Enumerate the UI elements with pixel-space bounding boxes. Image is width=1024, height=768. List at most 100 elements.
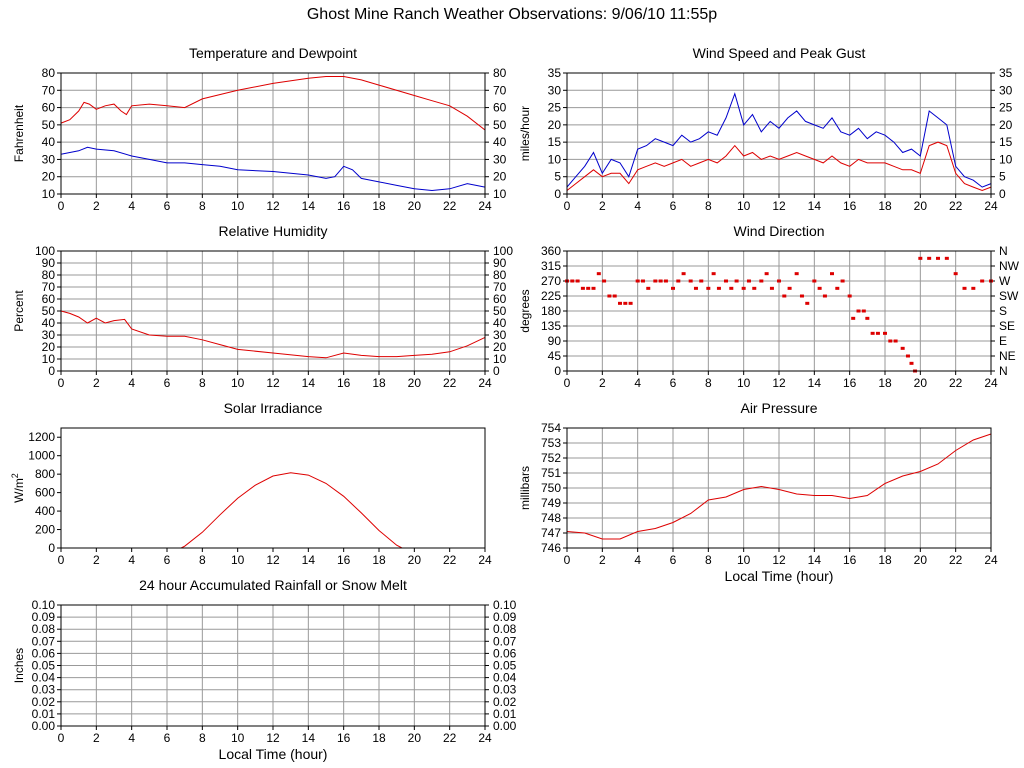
rain-ytick-right-label: 0.00 [493,719,517,733]
wind-ytick-right-label: 25 [999,101,1013,115]
wind-xtick-label: 8 [705,199,712,213]
pressure-xtick-label: 8 [705,553,712,567]
pressure-xtick-label: 6 [670,553,677,567]
rain-xtick-label: 14 [302,731,316,745]
wind-ytick-right-label: 20 [999,118,1013,132]
winddir-point [716,286,721,290]
winddir-point [764,272,769,276]
solar-title: Solar Irradiance [224,400,323,416]
winddir-ylabel: degrees [518,289,532,332]
rain-xtick-label: 0 [58,731,65,745]
wind-frame [566,72,992,195]
winddir-point [847,294,852,298]
solar-frame [60,427,486,549]
wind-xtick-label: 22 [949,199,963,213]
rh-xtick-label: 22 [443,376,457,390]
rh-ytick-label: 50 [42,304,56,318]
winddir-point [746,279,751,283]
wind-ytick-label: 30 [548,83,562,97]
rh-xtick-label: 2 [93,376,100,390]
wind-ytick-right-label: 15 [999,135,1013,149]
rh-ytick-right-label: 70 [493,280,507,294]
wind-xtick-label: 12 [772,199,786,213]
winddir-ytick-right-label: S [999,304,1007,318]
winddir-ytick-label: 0 [554,364,561,378]
winddir-point [787,286,792,290]
winddir-point [883,331,887,335]
rain-ytick-right-label: 0.02 [493,695,517,709]
wind-xtick-label: 2 [599,199,606,213]
winddir-point [741,286,746,290]
winddir-ytick-label: 225 [541,289,561,303]
temp-frame [60,72,486,195]
winddir-point [856,309,861,313]
winddir-point [944,256,949,260]
winddir-point [635,279,640,283]
winddir-xtick-label: 16 [843,376,857,390]
rain-xtick-label: 2 [93,731,100,745]
temp-ylabel: Fahrenheit [12,104,26,162]
temp-ytick-label: 60 [42,101,56,115]
rain-xtick-label: 8 [199,731,206,745]
wind-ytick-right-label: 0 [999,187,1006,201]
pressure-ytick-label: 754 [541,421,561,435]
rh-xtick-label: 16 [337,376,351,390]
temp-ytick-label: 70 [42,83,56,97]
winddir-point [607,294,612,298]
rh-xtick-label: 14 [302,376,316,390]
rain-title: 24 hour Accumulated Rainfall or Snow Mel… [139,577,407,593]
temp-xtick-label: 16 [337,199,351,213]
rh-ytick-label: 20 [42,340,56,354]
pressure-xtick-label: 2 [599,553,606,567]
winddir-point [971,286,976,290]
pressure-ylabel: millibars [518,466,532,510]
rain-ytick-right-label: 0.03 [493,683,517,697]
rain-xtick-label: 10 [231,731,245,745]
winddir-title: Wind Direction [733,223,824,239]
rh-ytick-label: 70 [42,280,56,294]
wind-ytick-label: 0 [554,187,561,201]
pressure-xtick-label: 4 [634,553,641,567]
winddir-ytick-right-label: NE [999,349,1016,363]
winddir-point [769,286,774,290]
winddir-ytick-label: 135 [541,319,561,333]
rain-ytick-label: 0.05 [32,659,56,673]
wind-xtick-label: 24 [984,199,998,213]
temp-xtick-label: 14 [302,199,316,213]
temp-ytick-label: 40 [42,135,56,149]
winddir-point [870,331,875,335]
temp-ytick-label: 80 [42,66,56,80]
rh-series-0 [60,310,486,359]
winddir-point [628,301,633,305]
winddir-point [612,294,617,298]
rh-ytick-right-label: 60 [493,292,507,306]
wind-ytick-label: 15 [548,135,562,149]
temp-title: Temperature and Dewpoint [189,45,357,61]
winddir-point [865,316,870,320]
temp-ytick-label: 20 [42,170,56,184]
winddir-point [805,301,810,305]
pressure-xtick-label: 16 [843,553,857,567]
winddir-xtick-label: 24 [984,376,998,390]
pressure-ytick-label: 752 [541,451,561,465]
winddir-point [575,279,580,283]
winddir-ytick-label: 270 [541,274,561,288]
pressure-ytick-label: 747 [541,526,561,540]
winddir-point [861,309,866,313]
rh-ytick-label: 0 [48,364,55,378]
temp-ytick-right-label: 10 [493,187,507,201]
wind-ytick-label: 10 [548,152,562,166]
temp-ytick-right-label: 40 [493,135,507,149]
rain-xtick-label: 20 [408,731,422,745]
pressure-xtick-label: 18 [878,553,892,567]
solar-ytick-label: 400 [35,504,55,518]
rh-xtick-label: 24 [478,376,492,390]
rain-ytick-right-label: 0.09 [493,610,517,624]
pressure-title: Air Pressure [740,400,817,416]
winddir-xtick-label: 4 [634,376,641,390]
rh-xtick-label: 20 [408,376,422,390]
temp-xtick-label: 2 [93,199,100,213]
wind-ytick-right-label: 35 [999,66,1013,80]
